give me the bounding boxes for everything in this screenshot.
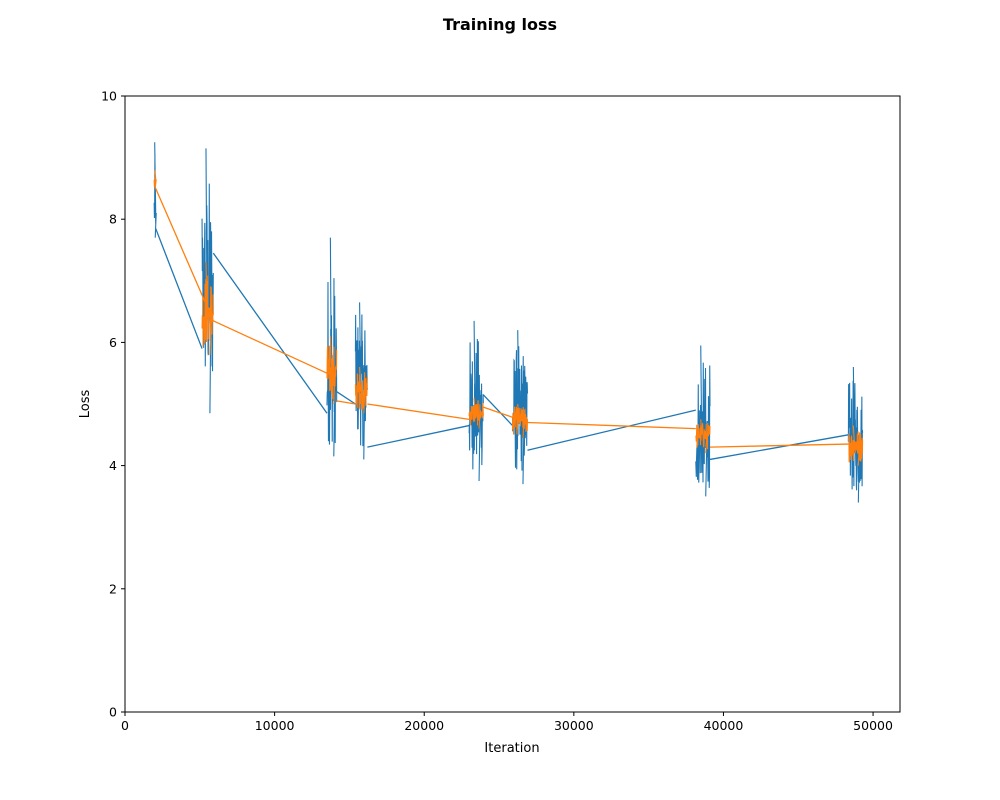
- series-1-connector-6: [709, 443, 849, 448]
- series-0-connector-0: [155, 228, 203, 349]
- chart-title: Training loss: [443, 15, 557, 34]
- x-tick-label-4: 40000: [704, 718, 744, 733]
- series-0-connector-2: [336, 391, 356, 405]
- x-tick-label-1: 10000: [255, 718, 295, 733]
- y-axis-label: Loss: [78, 390, 93, 419]
- y-tick-label-5: 10: [101, 89, 117, 104]
- series-1-connector-0: [155, 188, 214, 322]
- x-tick-label-0: 0: [121, 718, 129, 733]
- y-tick-label-2: 4: [109, 458, 117, 473]
- series-1-burst-0: [153, 169, 157, 189]
- series-0-connector-5: [527, 409, 696, 451]
- series-0-burst-2: [326, 237, 338, 457]
- x-tick-label-2: 20000: [404, 718, 444, 733]
- y-tick-label-3: 6: [109, 335, 117, 350]
- axis-ticks: 0 10000 20000 30000 40000 50000 0 2 4 6 8 10: [101, 89, 893, 734]
- series-1-burst-1: [201, 262, 214, 355]
- series-0-burst-4: [468, 320, 484, 482]
- plot-frame: [124, 95, 901, 713]
- x-tick-label-5: 50000: [853, 718, 893, 733]
- series-1-connector-1: [213, 320, 328, 374]
- series-1-connector-2: [336, 400, 356, 405]
- series-0-burst-5: [511, 330, 529, 485]
- x-tick-label-3: 30000: [554, 718, 594, 733]
- series-1-burst-7: [847, 425, 864, 466]
- series-1-connector-5: [527, 421, 696, 430]
- series-0-connector-1: [212, 252, 328, 414]
- series-0-connector-4: [482, 394, 513, 427]
- series-1-burst-5: [511, 403, 529, 438]
- series-0-burst-6: [695, 345, 711, 497]
- y-tick-label-0: 0: [109, 705, 117, 720]
- series-1-burst-3: [354, 367, 368, 414]
- series-1-burst-4: [468, 397, 484, 429]
- series-1: [153, 169, 864, 466]
- series-0: [153, 142, 864, 503]
- x-axis-label: Iteration: [484, 741, 539, 756]
- y-tick-label-4: 8: [109, 212, 117, 227]
- series-1-burst-6: [695, 419, 711, 454]
- plot-area: [153, 142, 864, 503]
- series-0-connector-6: [709, 434, 849, 461]
- y-tick-label-1: 2: [109, 581, 117, 596]
- series-1-burst-2: [326, 336, 338, 405]
- series-1-connector-3: [367, 403, 470, 421]
- series-0-connector-3: [367, 424, 470, 448]
